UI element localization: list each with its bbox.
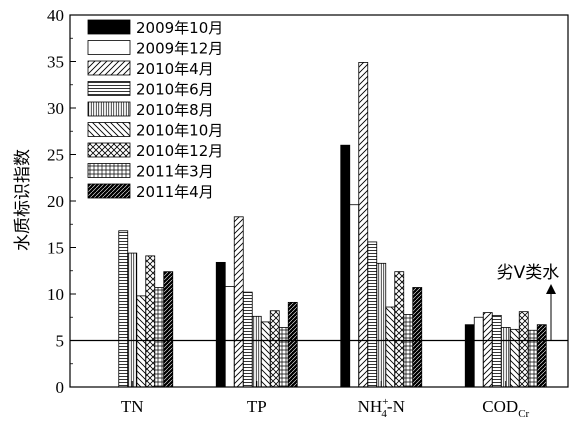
bar-2-5 <box>251 315 262 388</box>
bar-2-1 <box>215 261 226 388</box>
bar-4-3 <box>482 312 493 388</box>
y-tick-label: 20 <box>47 192 64 211</box>
legend-label: 2011年4月 <box>136 183 214 201</box>
bar-4-6 <box>509 328 520 388</box>
legend: 2009年10月 2009年12月 2010年4月 2010年6月 2010年8月 201… <box>87 19 223 201</box>
reference-arrow-head <box>546 284 556 294</box>
bar-3-1 <box>340 144 351 388</box>
bar-4-1 <box>464 324 475 388</box>
legend-swatch <box>87 122 131 137</box>
legend-swatch <box>87 19 131 35</box>
reference-label: 劣Ⅴ类水 <box>497 263 560 283</box>
bar-1-9 <box>163 271 174 388</box>
bar-4-8 <box>527 329 538 388</box>
legend-label: 2010年6月 <box>136 81 214 99</box>
bars <box>118 62 547 388</box>
legend-label: 2010年10月 <box>136 122 223 140</box>
bar-4-7 <box>518 311 529 388</box>
legend-swatch <box>87 60 131 76</box>
reference-annotation: 劣Ⅴ类水 <box>497 263 560 341</box>
x-tick-label: TN <box>121 397 144 416</box>
bar-1-6 <box>136 295 147 388</box>
legend-label: 2009年12月 <box>136 40 223 58</box>
bar-2-2 <box>224 286 235 388</box>
bar-3-6 <box>385 306 396 388</box>
bar-2-9 <box>287 301 298 388</box>
x-tick-label: CODCr <box>482 397 529 420</box>
bar-4-4 <box>491 314 502 388</box>
bar-2-7 <box>269 310 280 388</box>
bar-3-5 <box>376 262 387 388</box>
bar-3-7 <box>394 271 405 388</box>
bar-1-7 <box>145 255 156 388</box>
y-tick-label: 0 <box>56 378 65 397</box>
y-axis-label: 水质标识指数 <box>13 149 33 251</box>
bar-4-5 <box>500 327 511 388</box>
legend-swatch <box>87 81 131 96</box>
legend-label: 2010年12月 <box>136 142 223 160</box>
bar-3-3 <box>358 62 369 388</box>
legend-swatch <box>87 183 131 199</box>
x-tick-label: TP <box>247 397 267 416</box>
bar-1-5 <box>127 252 138 388</box>
legend-swatch <box>87 101 131 117</box>
bar-3-2 <box>349 204 360 388</box>
legend-swatch <box>87 40 131 55</box>
y-tick-label: 5 <box>56 332 65 351</box>
bar-1-4 <box>118 230 129 388</box>
legend-label: 2009年10月 <box>136 19 223 37</box>
y-tick-label: 40 <box>47 6 64 25</box>
y-tick-label: 35 <box>47 53 64 72</box>
legend-label: 2010年8月 <box>136 101 214 119</box>
y-tick-label: 25 <box>47 146 64 165</box>
legend-label: 2011年3月 <box>136 163 214 181</box>
legend-label: 2010年4月 <box>136 60 214 78</box>
bar-3-8 <box>403 314 414 388</box>
bar-2-4 <box>242 291 253 388</box>
y-tick-label: 10 <box>47 285 64 304</box>
x-tick-label: NH+ 4-N <box>358 396 405 420</box>
legend-swatch <box>87 142 131 158</box>
bar-3-4 <box>367 241 378 388</box>
bar-2-6 <box>260 321 271 388</box>
y-tick-label: 15 <box>47 239 64 258</box>
y-tick-label: 30 <box>47 99 64 118</box>
bar-4-2 <box>473 316 484 388</box>
bar-3-9 <box>412 287 423 388</box>
bar-2-3 <box>233 216 244 388</box>
legend-swatch <box>87 163 131 178</box>
bar-2-8 <box>278 327 289 388</box>
bar-4-9 <box>536 324 547 388</box>
bar-1-8 <box>154 287 165 388</box>
